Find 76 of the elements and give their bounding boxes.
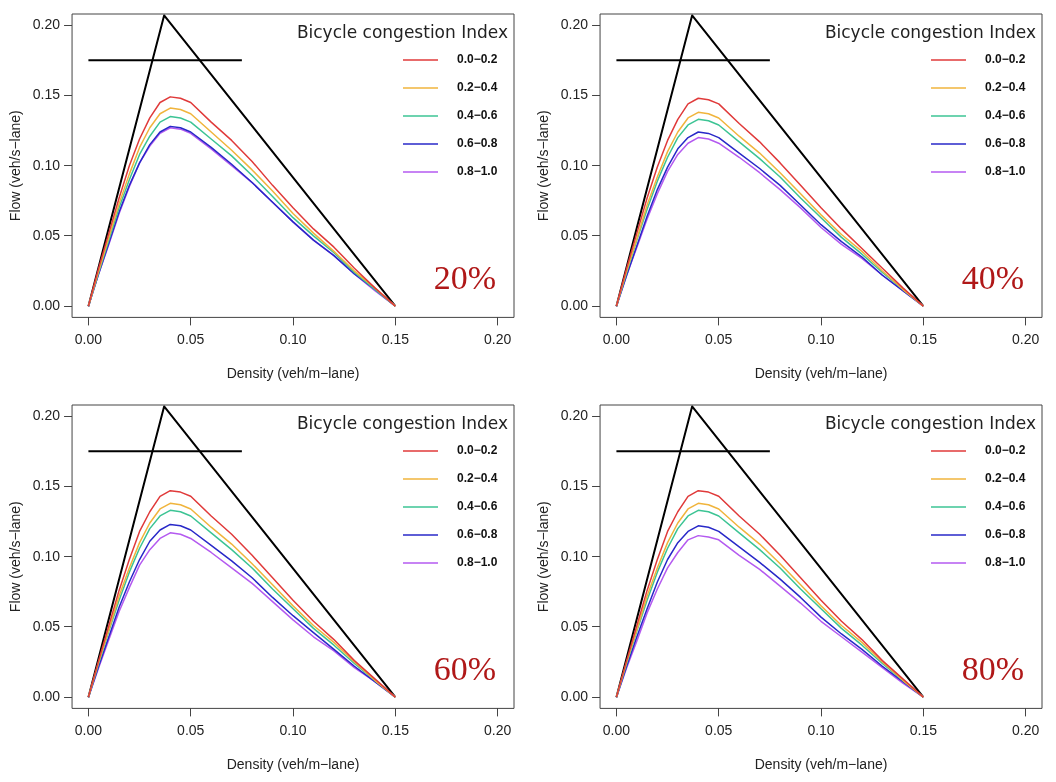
y-tick-label: 0.20 [32, 16, 61, 33]
y-tick-label: 0.15 [560, 86, 589, 103]
x-tick-label: 0.15 [909, 721, 938, 738]
y-tick-label: 0.05 [32, 226, 61, 243]
legend-label: 0.6−0.8 [457, 527, 498, 542]
x-tick-label: 0.05 [177, 330, 205, 347]
x-tick-label: 0.10 [807, 330, 835, 347]
y-tick-label: 0.00 [560, 688, 589, 705]
y-tick-label: 0.15 [32, 86, 61, 103]
y-tick-label: 0.10 [560, 547, 589, 564]
x-tick-label: 0.05 [705, 721, 733, 738]
y-tick-label: 0.10 [560, 156, 589, 173]
legend-title: Bicycle congestion Index [824, 413, 1036, 434]
y-axis-title: Flow (veh/s−lane) [535, 501, 552, 613]
y-axis-title: Flow (veh/s−lane) [7, 501, 24, 613]
x-tick-label: 0.20 [1012, 721, 1040, 738]
y-tick-label: 0.00 [32, 297, 61, 314]
legend-label: 0.0−0.2 [985, 443, 1026, 458]
legend-title: Bicycle congestion Index [824, 22, 1036, 43]
annotation: 40% [961, 259, 1024, 297]
x-tick-label: 0.20 [484, 330, 512, 347]
annotation: 60% [433, 650, 496, 688]
legend-label: 0.8−1.0 [985, 164, 1026, 179]
x-tick-label: 0.15 [381, 330, 410, 347]
x-tick-label: 0.00 [602, 721, 631, 738]
annotation: 80% [961, 650, 1024, 688]
x-tick-label: 0.00 [74, 330, 103, 347]
legend-label: 0.8−1.0 [457, 164, 498, 179]
legend-label: 0.0−0.2 [457, 443, 498, 458]
legend-label: 0.2−0.4 [457, 80, 498, 95]
annotation: 20% [433, 259, 496, 297]
x-axis-title: Density (veh/m−lane) [754, 756, 888, 773]
x-tick-label: 0.00 [74, 721, 103, 738]
legend-label: 0.6−0.8 [457, 136, 498, 151]
legend-label: 0.0−0.2 [457, 52, 498, 67]
y-tick-label: 0.15 [560, 477, 589, 494]
x-tick-label: 0.10 [279, 330, 307, 347]
x-tick-label: 0.20 [1012, 330, 1040, 347]
y-axis-title: Flow (veh/s−lane) [535, 110, 552, 222]
y-tick-label: 0.20 [560, 407, 589, 424]
x-tick-label: 0.10 [807, 721, 835, 738]
y-tick-label: 0.20 [560, 16, 589, 33]
legend-label: 0.8−1.0 [985, 555, 1026, 570]
legend-label: 0.0−0.2 [985, 52, 1026, 67]
legend-label: 0.2−0.4 [457, 471, 498, 486]
y-tick-label: 0.05 [560, 226, 589, 243]
y-axis-title: Flow (veh/s−lane) [7, 110, 24, 222]
y-tick-label: 0.05 [560, 617, 589, 634]
legend-label: 0.2−0.4 [985, 80, 1026, 95]
y-tick-label: 0.05 [32, 617, 61, 634]
y-tick-label: 0.10 [32, 547, 61, 564]
y-tick-label: 0.00 [32, 688, 61, 705]
legend-label: 0.2−0.4 [985, 471, 1026, 486]
x-axis-title: Density (veh/m−lane) [754, 365, 888, 382]
legend-title: Bicycle congestion Index [296, 413, 508, 434]
x-tick-label: 0.15 [909, 330, 938, 347]
legend-title: Bicycle congestion Index [296, 22, 508, 43]
y-tick-label: 0.20 [32, 407, 61, 424]
legend-label: 0.4−0.6 [985, 108, 1026, 123]
y-tick-label: 0.00 [560, 297, 589, 314]
legend-label: 0.6−0.8 [985, 136, 1026, 151]
legend-label: 0.4−0.6 [457, 499, 498, 514]
x-tick-label: 0.20 [484, 721, 512, 738]
x-axis-title: Density (veh/m−lane) [226, 365, 360, 382]
x-tick-label: 0.00 [602, 330, 631, 347]
x-tick-label: 0.15 [381, 721, 410, 738]
legend-label: 0.8−1.0 [457, 555, 498, 570]
legend-label: 0.4−0.6 [457, 108, 498, 123]
y-tick-label: 0.10 [32, 156, 61, 173]
x-tick-label: 0.05 [177, 721, 205, 738]
legend-label: 0.6−0.8 [985, 527, 1026, 542]
x-tick-label: 0.10 [279, 721, 307, 738]
y-tick-label: 0.15 [32, 477, 61, 494]
x-tick-label: 0.05 [705, 330, 733, 347]
legend-label: 0.4−0.6 [985, 499, 1026, 514]
x-axis-title: Density (veh/m−lane) [226, 756, 360, 773]
